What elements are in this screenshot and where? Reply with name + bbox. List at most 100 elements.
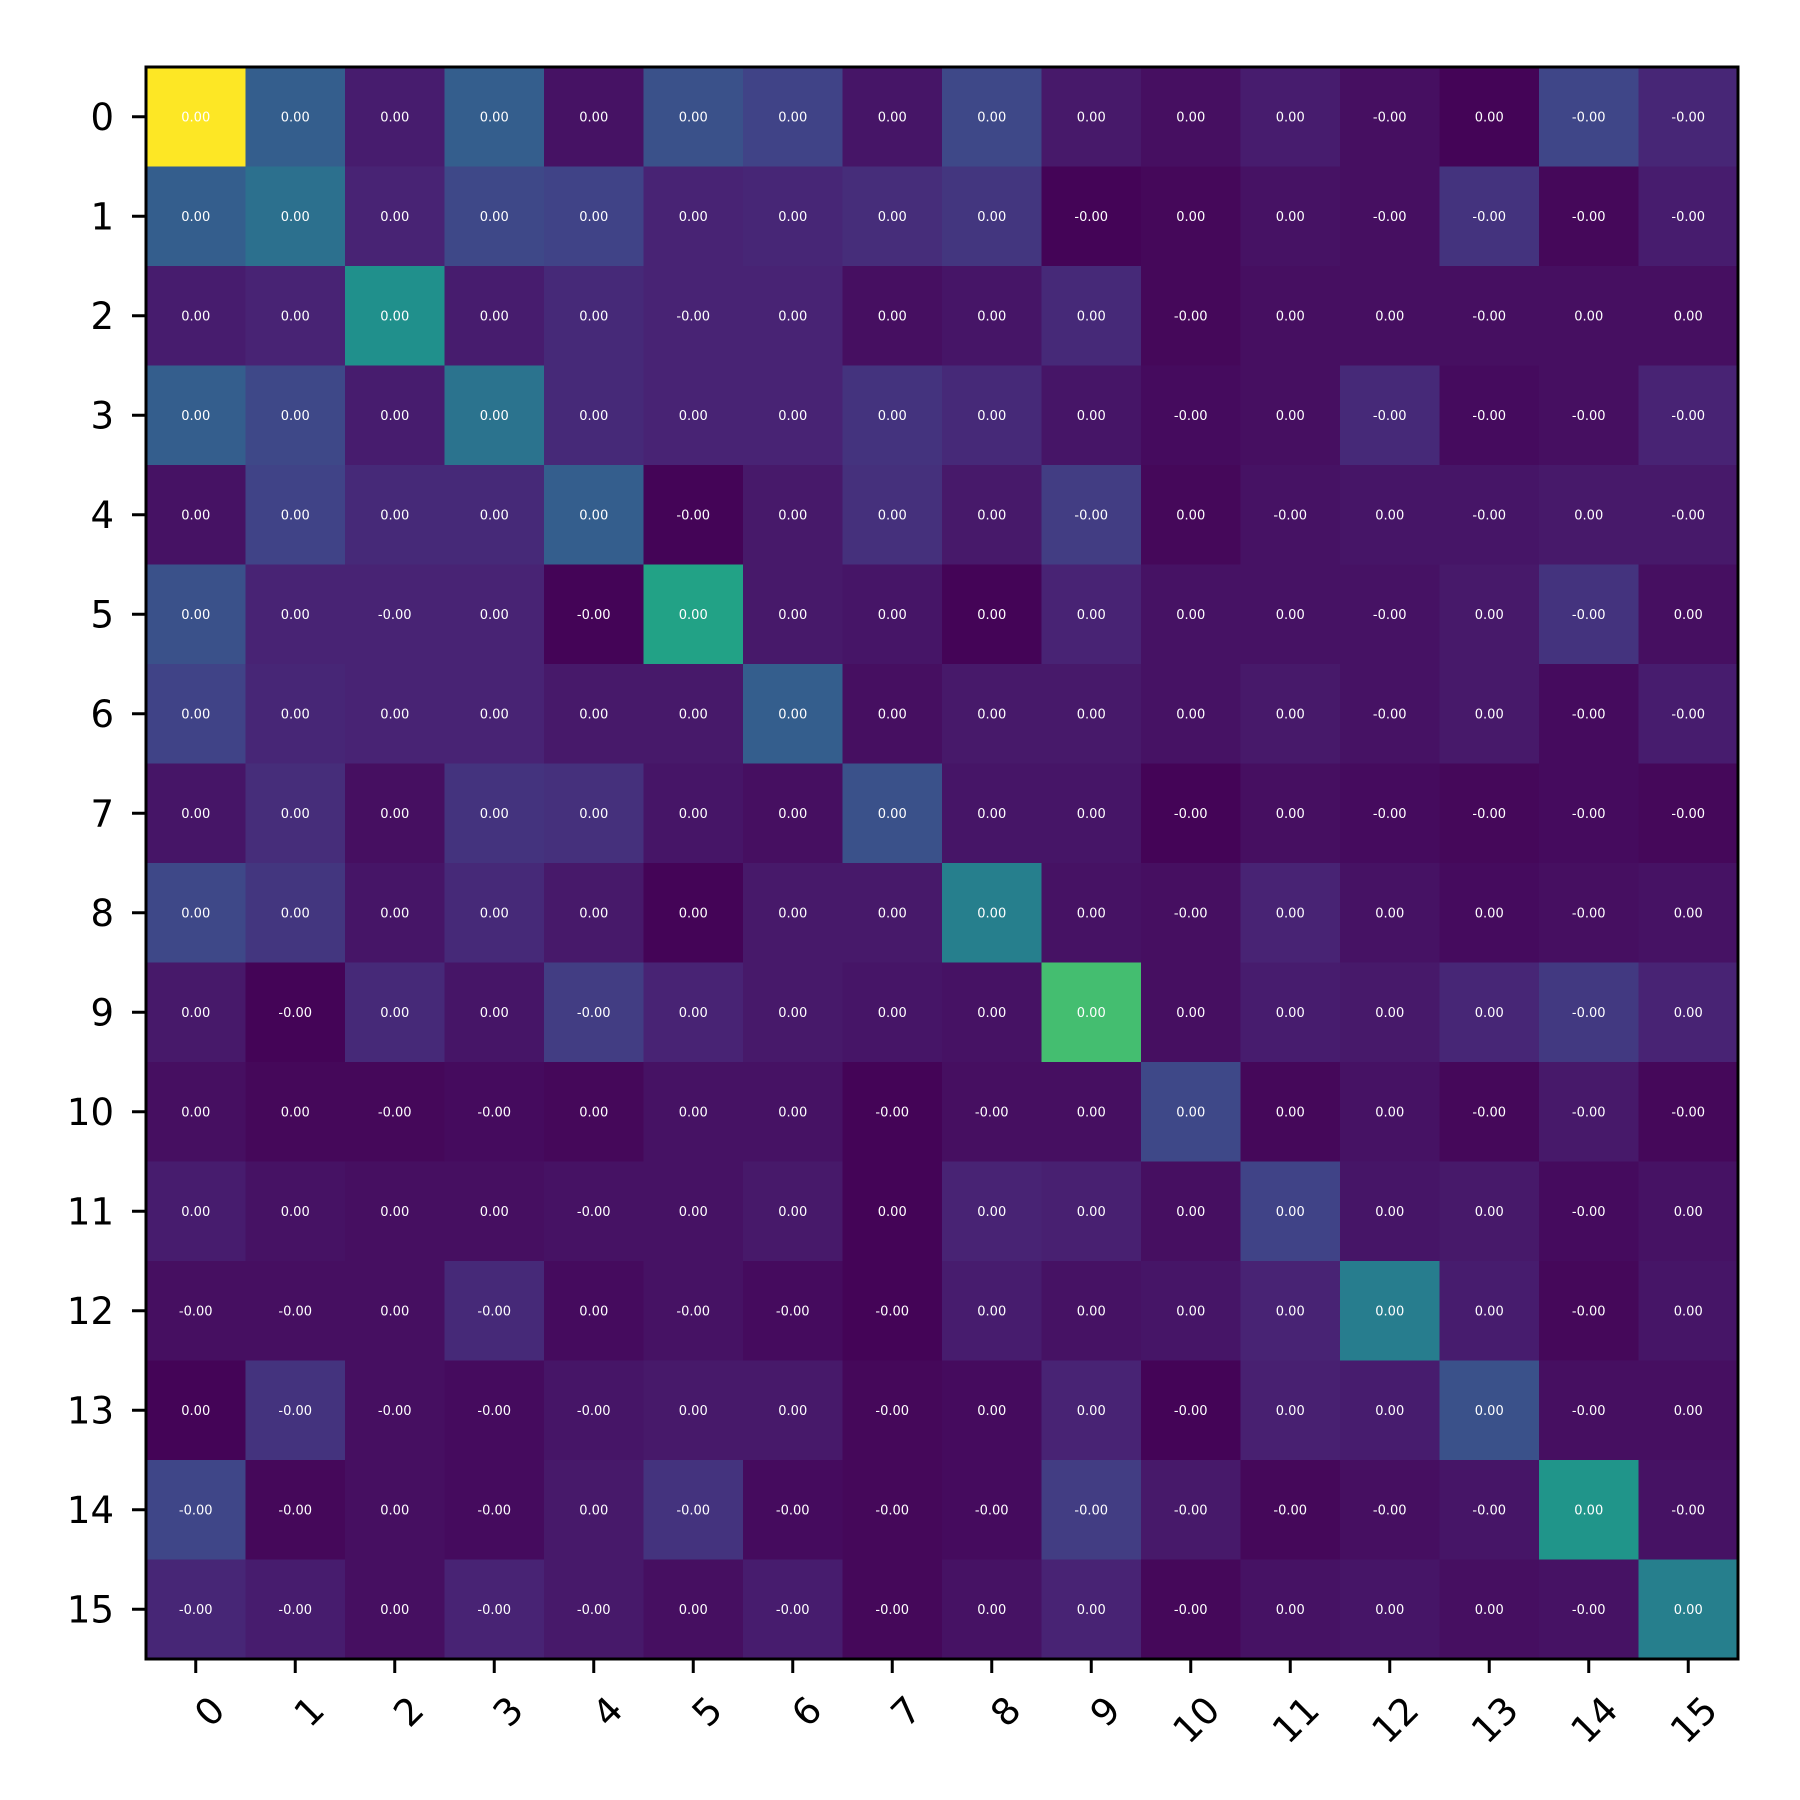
x-tick-label: 6	[783, 1688, 830, 1735]
heatmap-cell	[1041, 1559, 1142, 1660]
heatmap-cell	[743, 1062, 844, 1163]
heatmap-cell	[743, 962, 844, 1063]
cell-value-label: 0.00	[1077, 1006, 1106, 1021]
cell-value-label: -0.00	[1472, 807, 1506, 822]
heatmap-cell	[1638, 1559, 1739, 1660]
x-tick-label: 5	[684, 1688, 731, 1735]
heatmap-cell	[743, 1360, 844, 1461]
heatmap-cell	[743, 365, 844, 466]
cell-value-label: 0.00	[1077, 1304, 1106, 1319]
heatmap-cell	[1638, 962, 1739, 1063]
cell-value-label: 0.00	[778, 707, 807, 722]
cell-value-label: 0.00	[679, 1205, 708, 1220]
heatmap-cell	[1141, 664, 1242, 765]
cell-value-label: 0.00	[480, 906, 509, 921]
cell-value-label: 0.00	[380, 1304, 409, 1319]
heatmap-cell	[643, 1460, 744, 1561]
heatmap-cells	[146, 67, 1739, 1660]
heatmap-cell	[1638, 1360, 1739, 1461]
cell-value-label: 0.00	[1077, 110, 1106, 125]
heatmap-cell	[842, 564, 943, 665]
cell-value-label: -0.00	[577, 1603, 611, 1618]
heatmap-cell	[643, 365, 744, 466]
cell-value-label: 0.00	[1674, 1006, 1703, 1021]
heatmap-cell	[146, 1261, 247, 1362]
heatmap-cell	[1141, 365, 1242, 466]
heatmap-cell	[1041, 166, 1142, 267]
heatmap-cell	[643, 465, 744, 566]
cell-value-label: 0.00	[1276, 1105, 1305, 1120]
heatmap-cell	[1240, 1261, 1341, 1362]
heatmap-cell	[1340, 664, 1441, 765]
cell-value-label: -0.00	[1572, 1603, 1606, 1618]
cell-value-label: 0.00	[579, 409, 608, 424]
heatmap-cell	[1340, 1360, 1441, 1461]
cell-value-label: 0.00	[1077, 608, 1106, 623]
cell-value-label: 0.00	[878, 1205, 907, 1220]
cell-value-label: -0.00	[378, 1404, 412, 1419]
cell-value-label: 0.00	[380, 1503, 409, 1518]
cell-value-label: 0.00	[878, 110, 907, 125]
heatmap-cell	[444, 863, 545, 964]
heatmap-cell	[643, 1062, 744, 1163]
cell-value-label: 0.00	[1475, 1205, 1504, 1220]
cell-value-label: 0.00	[1375, 1006, 1404, 1021]
heatmap-cell	[1141, 1261, 1242, 1362]
cell-value-label: 0.00	[380, 1205, 409, 1220]
heatmap-cell	[345, 1161, 446, 1262]
cell-value-label: -0.00	[477, 1404, 511, 1419]
cell-value-label: 0.00	[1176, 1006, 1205, 1021]
cell-value-label: 0.00	[1176, 210, 1205, 225]
cell-value-label: 0.00	[579, 1105, 608, 1120]
cell-value-label: -0.00	[477, 1603, 511, 1618]
heatmap-cell	[1638, 465, 1739, 566]
heatmap-cell	[942, 763, 1043, 864]
cell-value-label: 0.00	[579, 1304, 608, 1319]
heatmap-cell	[544, 1559, 645, 1660]
heatmap-cell	[1340, 962, 1441, 1063]
heatmap-cell	[146, 1062, 247, 1163]
cell-value-label: 0.00	[679, 807, 708, 822]
heatmap-cell	[1041, 564, 1142, 665]
cell-value-label: 0.00	[1077, 906, 1106, 921]
heatmap-cell	[146, 465, 247, 566]
cell-value-label: 0.00	[1077, 707, 1106, 722]
cell-value-label: 0.00	[380, 210, 409, 225]
heatmap-cell	[942, 1062, 1043, 1163]
cell-value-label: 0.00	[181, 807, 210, 822]
x-tick-label: 2	[385, 1688, 432, 1735]
heatmap-cell	[245, 962, 346, 1063]
cell-value-label: 0.00	[480, 210, 509, 225]
cell-value-label: 0.00	[778, 1205, 807, 1220]
heatmap-cell	[942, 1559, 1043, 1660]
heatmap-cell	[1340, 166, 1441, 267]
cell-value-label: 0.00	[1276, 1304, 1305, 1319]
heatmap-cell	[146, 863, 247, 964]
cell-value-label: 0.00	[878, 210, 907, 225]
cell-value-label: -0.00	[1174, 906, 1208, 921]
y-tick-label: 3	[90, 394, 114, 437]
heatmap-cell	[842, 465, 943, 566]
cell-value-label: 0.00	[579, 309, 608, 324]
heatmap-cell	[1141, 763, 1242, 864]
heatmap-cell	[1638, 67, 1739, 168]
cell-value-label: 0.00	[977, 309, 1006, 324]
heatmap-cell	[1439, 1460, 1540, 1561]
heatmap-cell	[444, 1161, 545, 1262]
cell-value-label: 0.00	[480, 409, 509, 424]
heatmap-cell	[146, 962, 247, 1063]
cell-value-label: -0.00	[1671, 210, 1705, 225]
cell-value-label: -0.00	[1572, 906, 1606, 921]
heatmap-cell	[444, 763, 545, 864]
cell-value-label: 0.00	[1176, 608, 1205, 623]
heatmap-cell	[1141, 465, 1242, 566]
cell-value-label: -0.00	[776, 1304, 810, 1319]
cell-value-label: 0.00	[1674, 1603, 1703, 1618]
x-tick-label: 4	[584, 1688, 631, 1735]
cell-value-label: -0.00	[1174, 1503, 1208, 1518]
heatmap-cell	[1638, 763, 1739, 864]
cell-value-label: 0.00	[480, 508, 509, 523]
heatmap-cell	[942, 365, 1043, 466]
heatmap-cell	[1439, 564, 1540, 665]
heatmap-cell	[1340, 1161, 1441, 1262]
